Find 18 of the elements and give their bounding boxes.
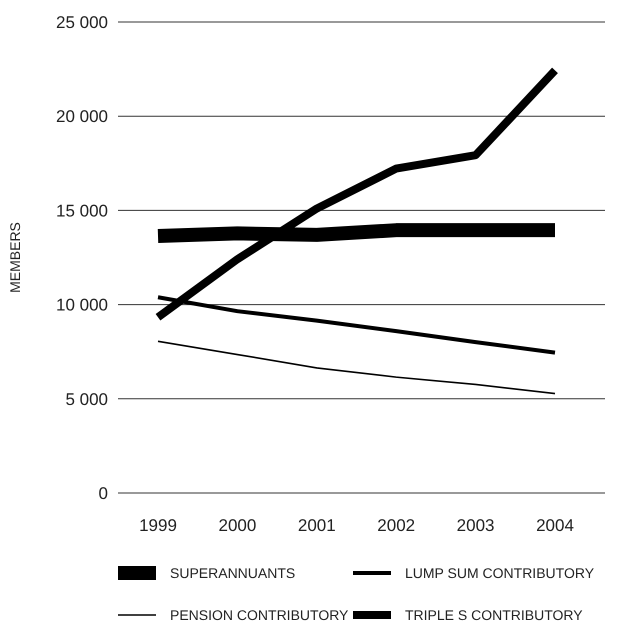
y-tick-label: 5 000 xyxy=(65,390,108,409)
legend-label: PENSION CONTRIBUTORY xyxy=(170,606,350,623)
line-series xyxy=(157,340,556,394)
x-tick-label: 2003 xyxy=(456,516,495,535)
y-axis-title: MEMBERS xyxy=(7,222,23,293)
x-tick-label: 1999 xyxy=(139,516,177,535)
legend-label: LUMP SUM CONTRIBUTORY xyxy=(405,564,595,581)
x-tick-label: 2002 xyxy=(377,516,416,535)
y-tick-label: 15 000 xyxy=(56,201,108,220)
x-tick-label: 2000 xyxy=(218,516,256,535)
x-tick-label: 2001 xyxy=(298,516,336,535)
legend-label: SUPERANNUANTS xyxy=(170,564,296,581)
legend-label: TRIPLE S CONTRIBUTORY xyxy=(405,606,584,623)
x-tick-label: 2004 xyxy=(536,516,574,535)
y-tick-label: 10 000 xyxy=(56,296,108,315)
y-tick-label: 0 xyxy=(98,484,108,503)
y-tick-label: 20 000 xyxy=(56,107,108,126)
y-tick-label: 25 000 xyxy=(56,12,108,32)
